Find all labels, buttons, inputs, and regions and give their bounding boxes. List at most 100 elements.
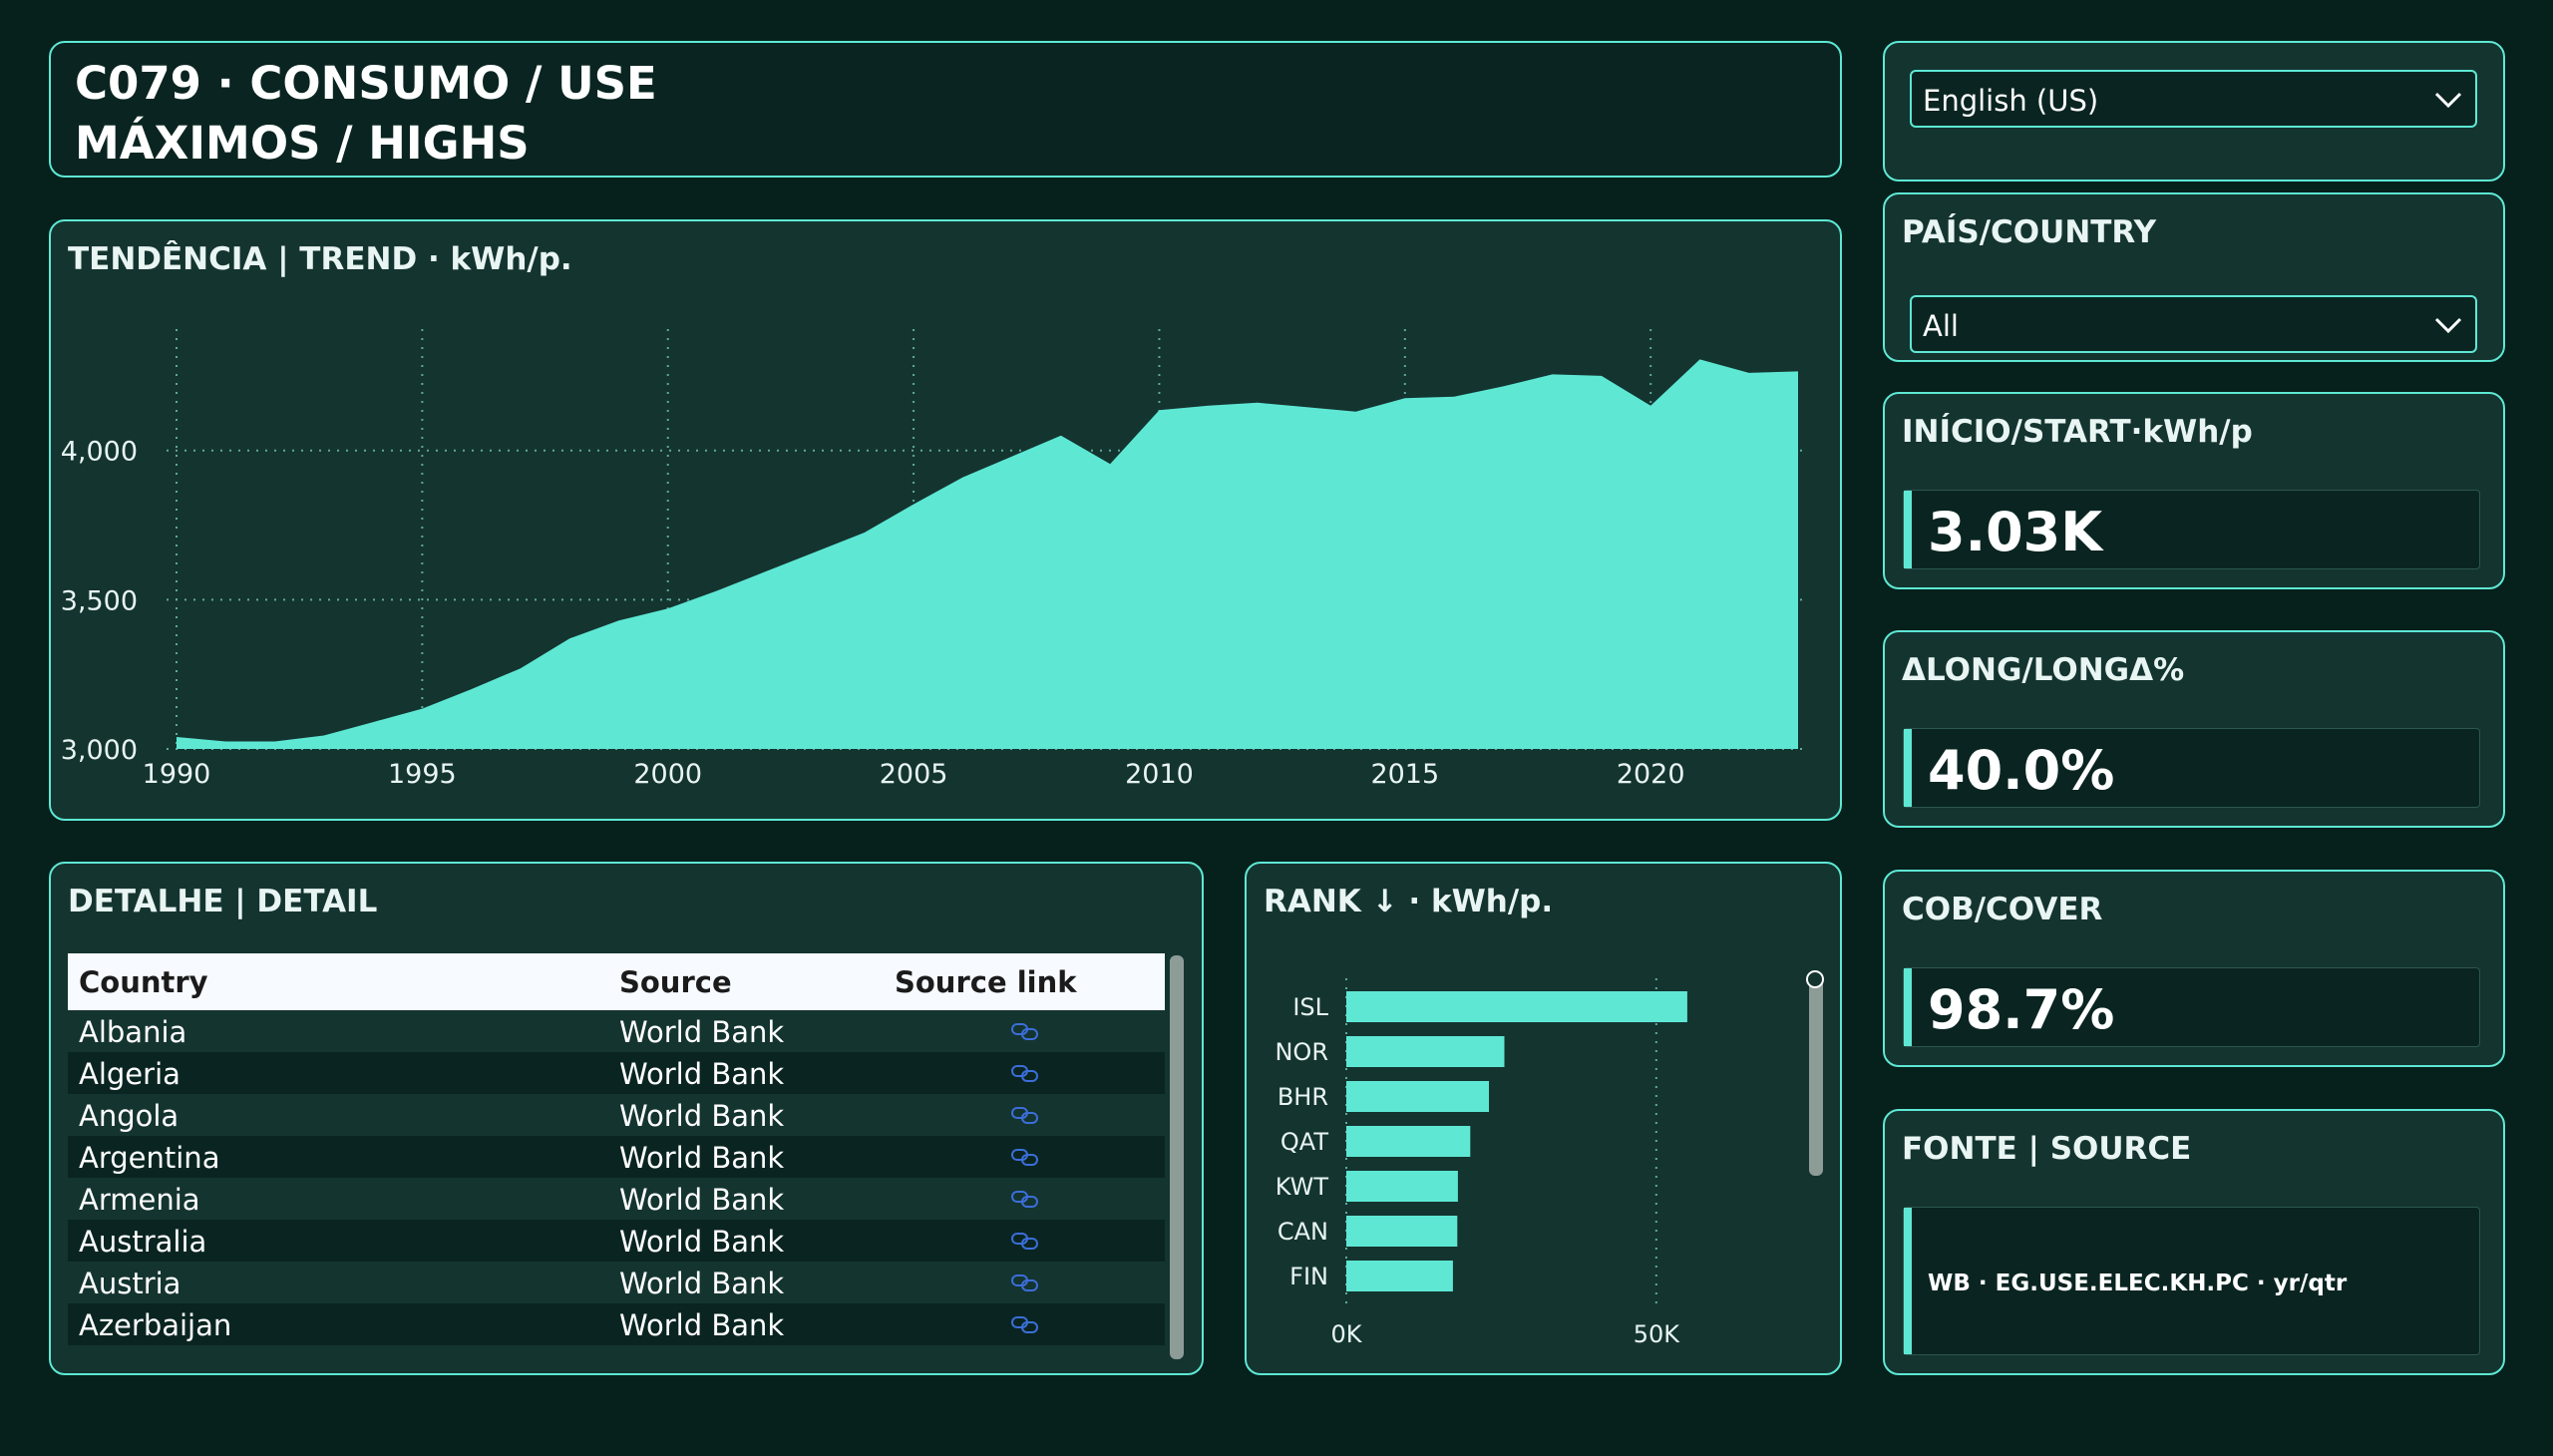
link-icon[interactable] (1010, 1273, 1040, 1292)
country-cell: Algeria (79, 1057, 181, 1091)
x-tick-label: 50K (1634, 1320, 1681, 1348)
country-filter-title: PAÍS/COUNTRY (1902, 214, 2157, 250)
source-value: WB · EG.USE.ELEC.KH.PC · yr/qtr (1928, 1271, 2348, 1296)
rank-scroll-handle[interactable] (1806, 970, 1824, 988)
kpi-start-value: 3.03K (1928, 501, 2103, 563)
table-header: Country Source Source link (68, 953, 1165, 1010)
kpi-start-box: 3.03K (1903, 490, 2480, 569)
table-row: Armenia World Bank (68, 1178, 1165, 1220)
category-label: NOR (1275, 1038, 1328, 1066)
language-select[interactable]: English (US) (1910, 70, 2477, 128)
column-header-country[interactable]: Country (79, 965, 208, 999)
column-header-source-link[interactable]: Source link (895, 965, 1077, 999)
source-cell: World Bank (619, 1308, 785, 1342)
table-row: Algeria World Bank (68, 1052, 1165, 1094)
link-icon[interactable] (1010, 1189, 1040, 1209)
link-icon[interactable] (1010, 1314, 1040, 1334)
trend-area (177, 359, 1798, 749)
rank-bar[interactable] (1346, 1261, 1453, 1291)
x-tick-label: 1995 (388, 759, 457, 790)
table-row: Albania World Bank (68, 1010, 1165, 1052)
trend-chart: 3,000 3,500 4,000 1990 1995 2000 2005 2010 2015 2… (61, 329, 1808, 790)
country-cell: Austria (79, 1267, 182, 1300)
chevron-down-icon (2434, 317, 2462, 334)
y-tick-label: 3,000 (61, 735, 138, 766)
chevron-down-icon (2434, 92, 2462, 109)
category-label: CAN (1277, 1218, 1328, 1246)
language-panel: English (US) (1883, 41, 2505, 182)
rank-bar[interactable] (1346, 1036, 1505, 1067)
link-icon[interactable] (1010, 1021, 1040, 1041)
rank-scrollbar[interactable] (1809, 974, 1823, 1176)
header-panel: C079 · CONSUMO / USE MÁXIMOS / HIGHS (49, 41, 1842, 178)
country-cell: Argentina (79, 1141, 220, 1175)
link-icon[interactable] (1010, 1063, 1040, 1083)
kpi-cover-box: 98.7% (1903, 967, 2480, 1047)
category-label: QAT (1280, 1128, 1328, 1156)
source-title: FONTE | SOURCE (1902, 1131, 2192, 1167)
kpi-delta-value: 40.0% (1928, 739, 2115, 802)
rank-bar[interactable] (1346, 1216, 1458, 1247)
x-tick-label: 2010 (1125, 759, 1194, 790)
table-row: Australia World Bank (68, 1220, 1165, 1262)
kpi-start-card: INÍCIO/START·kWh/p 3.03K (1883, 392, 2505, 589)
table-row: Austria World Bank (68, 1262, 1165, 1303)
country-select[interactable]: All (1910, 295, 2477, 353)
kpi-cover-card: COB/COVER 98.7% (1883, 870, 2505, 1067)
table-scrollbar[interactable] (1170, 955, 1184, 1359)
x-tick-label: 2000 (633, 759, 702, 790)
trend-chart-title: TENDÊNCIA | TREND · kWh/p. (68, 241, 572, 277)
x-tick-label: 2005 (880, 759, 948, 790)
kpi-delta-box: 40.0% (1903, 728, 2480, 808)
language-select-value: English (US) (1923, 84, 2099, 118)
page-subtitle: MÁXIMOS / HIGHS (75, 117, 530, 170)
kpi-delta-title: ΔLONG/LONGΔ% (1902, 652, 2185, 688)
detail-table-title: DETALHE | DETAIL (68, 884, 378, 919)
link-icon[interactable] (1010, 1147, 1040, 1167)
category-label: BHR (1277, 1083, 1328, 1111)
kpi-start-title: INÍCIO/START·kWh/p (1902, 414, 2253, 450)
table-row: Azerbaijan World Bank (68, 1303, 1165, 1345)
rank-bar[interactable] (1346, 1081, 1489, 1112)
category-label: FIN (1289, 1263, 1328, 1290)
table-row: Angola World Bank (68, 1094, 1165, 1136)
country-cell: Australia (79, 1225, 207, 1259)
rank-bar[interactable] (1346, 1171, 1458, 1202)
source-box: WB · EG.USE.ELEC.KH.PC · yr/qtr (1903, 1207, 2480, 1355)
x-tick-label: 2020 (1617, 759, 1685, 790)
detail-table-panel: DETALHE | DETAIL Country Source Source l… (49, 862, 1204, 1375)
source-cell: World Bank (619, 1225, 785, 1259)
rank-chart-panel: RANK ↓ · kWh/p. ISL NOR BHR QAT KWT CAN FIN 0K 5… (1245, 862, 1842, 1375)
link-icon[interactable] (1010, 1231, 1040, 1251)
kpi-cover-title: COB/COVER (1902, 892, 2103, 927)
source-cell: World Bank (619, 1141, 785, 1175)
source-cell: World Bank (619, 1267, 785, 1300)
country-select-value: All (1923, 309, 1959, 343)
source-cell: World Bank (619, 1099, 785, 1133)
source-card: FONTE | SOURCE WB · EG.USE.ELEC.KH.PC · … (1883, 1109, 2505, 1375)
country-cell: Angola (79, 1099, 180, 1133)
source-cell: World Bank (619, 1015, 785, 1049)
country-cell: Albania (79, 1015, 187, 1049)
rank-bar[interactable] (1346, 991, 1687, 1022)
source-cell: World Bank (619, 1057, 785, 1091)
x-tick-label: 1990 (143, 759, 211, 790)
category-label: ISL (1292, 993, 1328, 1021)
country-filter-panel: PAÍS/COUNTRY All (1883, 192, 2505, 362)
kpi-accent-bar (1904, 968, 1912, 1046)
kpi-cover-value: 98.7% (1928, 978, 2115, 1041)
kpi-accent-bar (1904, 491, 1912, 568)
column-header-source[interactable]: Source (619, 965, 732, 999)
y-tick-label: 3,500 (61, 585, 138, 616)
link-icon[interactable] (1010, 1105, 1040, 1125)
trend-chart-panel: TENDÊNCIA | TREND · kWh/p. 3,000 3,500 4,0… (49, 219, 1842, 821)
source-cell: World Bank (619, 1183, 785, 1217)
country-cell: Armenia (79, 1183, 200, 1217)
category-label: KWT (1276, 1173, 1329, 1201)
kpi-accent-bar (1904, 1208, 1912, 1354)
kpi-delta-card: ΔLONG/LONGΔ% 40.0% (1883, 630, 2505, 828)
y-tick-label: 4,000 (61, 437, 138, 468)
rank-bar[interactable] (1346, 1126, 1471, 1157)
rank-chart-title: RANK ↓ · kWh/p. (1264, 884, 1554, 919)
x-tick-label: 2015 (1370, 759, 1439, 790)
